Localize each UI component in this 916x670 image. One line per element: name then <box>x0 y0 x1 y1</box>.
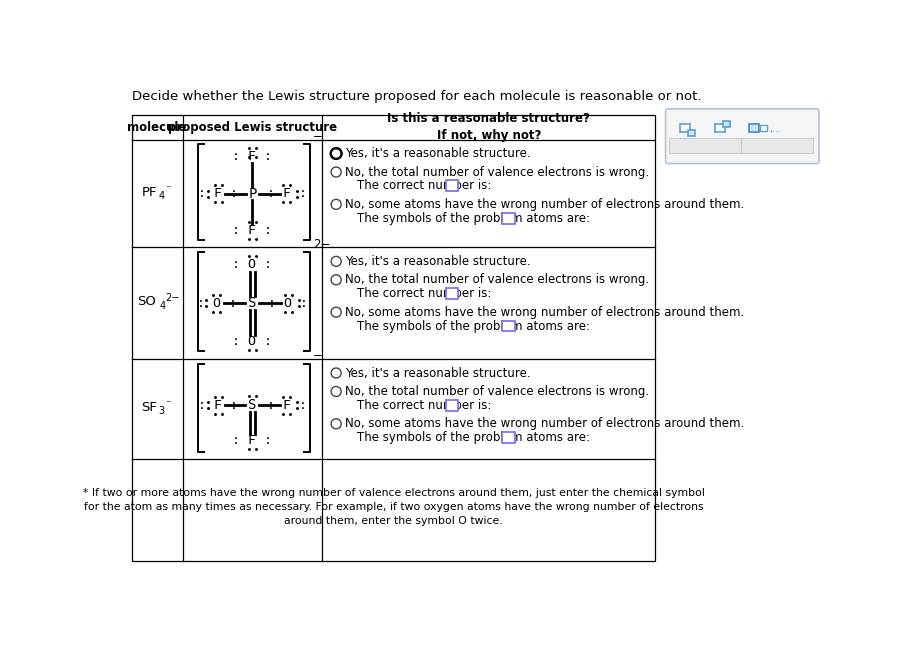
Text: : F :: : F : <box>233 224 272 237</box>
FancyBboxPatch shape <box>502 321 515 332</box>
Text: proposed Lewis structure: proposed Lewis structure <box>168 121 337 134</box>
Text: 2−: 2− <box>166 293 180 303</box>
Text: ⁻: ⁻ <box>165 399 170 409</box>
Text: Is this a reasonable structure?
If not, why not?: Is this a reasonable structure? If not, … <box>387 113 590 142</box>
Text: : F :: : F : <box>199 187 238 200</box>
Text: Yes, it's a reasonable structure.: Yes, it's a reasonable structure. <box>345 147 531 160</box>
FancyBboxPatch shape <box>688 130 695 136</box>
FancyBboxPatch shape <box>760 125 767 131</box>
Text: : F :: : F : <box>267 399 307 412</box>
Text: 2−: 2− <box>313 238 331 251</box>
Text: The correct number is:: The correct number is: <box>357 287 492 300</box>
Text: S: S <box>248 399 256 412</box>
Text: ↺: ↺ <box>770 137 784 155</box>
Circle shape <box>331 149 341 159</box>
Text: : F :: : F : <box>233 434 272 448</box>
Text: 3: 3 <box>158 407 165 417</box>
Text: No, the total number of valence electrons is wrong.: No, the total number of valence electron… <box>345 165 649 178</box>
Text: No, some atoms have the wrong number of electrons around them.: No, some atoms have the wrong number of … <box>345 198 745 211</box>
Text: ⁻: ⁻ <box>165 184 170 194</box>
Text: The symbols of the problem atoms are:: The symbols of the problem atoms are: <box>357 320 590 332</box>
Text: molecule: molecule <box>127 121 187 134</box>
Text: Yes, it's a reasonable structure.: Yes, it's a reasonable structure. <box>345 255 531 268</box>
Text: : F :: : F : <box>199 399 238 412</box>
FancyBboxPatch shape <box>715 124 725 133</box>
Text: S: S <box>248 296 256 310</box>
Text: PF: PF <box>142 186 158 198</box>
FancyBboxPatch shape <box>446 400 458 411</box>
Text: −: − <box>313 349 322 362</box>
Text: −: − <box>313 130 322 143</box>
Text: : O :: : O : <box>233 259 272 271</box>
FancyBboxPatch shape <box>502 432 515 443</box>
Text: ,...: ,... <box>769 125 781 134</box>
Text: No, the total number of valence electrons is wrong.: No, the total number of valence electron… <box>345 273 649 286</box>
Text: SO: SO <box>136 295 156 308</box>
Text: 4: 4 <box>159 301 166 311</box>
Circle shape <box>331 148 342 159</box>
Text: * If two or more atoms have the wrong number of valence electrons around them, j: * If two or more atoms have the wrong nu… <box>82 488 704 527</box>
Text: The correct number is:: The correct number is: <box>357 399 492 412</box>
FancyBboxPatch shape <box>446 180 458 191</box>
Text: : F :: : F : <box>233 150 272 163</box>
Text: No, some atoms have the wrong number of electrons around them.: No, some atoms have the wrong number of … <box>345 417 745 430</box>
FancyBboxPatch shape <box>749 124 758 133</box>
FancyBboxPatch shape <box>670 138 741 153</box>
Text: SF: SF <box>141 401 158 414</box>
Text: The correct number is:: The correct number is: <box>357 180 492 192</box>
Text: 4: 4 <box>158 191 165 201</box>
Text: ×: × <box>698 137 712 155</box>
Text: The symbols of the problem atoms are:: The symbols of the problem atoms are: <box>357 431 590 444</box>
Text: No, the total number of valence electrons is wrong.: No, the total number of valence electron… <box>345 385 649 398</box>
FancyBboxPatch shape <box>666 109 819 163</box>
FancyBboxPatch shape <box>681 124 691 133</box>
FancyBboxPatch shape <box>723 121 730 127</box>
Text: P: P <box>248 186 256 200</box>
FancyBboxPatch shape <box>446 288 458 299</box>
Text: Decide whether the Lewis structure proposed for each molecule is reasonable or n: Decide whether the Lewis structure propo… <box>132 90 701 103</box>
Text: : O :: : O : <box>233 335 272 348</box>
FancyBboxPatch shape <box>741 138 812 153</box>
Circle shape <box>333 150 340 157</box>
Text: The symbols of the problem atoms are:: The symbols of the problem atoms are: <box>357 212 590 224</box>
Text: No, some atoms have the wrong number of electrons around them.: No, some atoms have the wrong number of … <box>345 306 745 319</box>
FancyBboxPatch shape <box>502 213 515 224</box>
Text: : O :: : O : <box>268 297 308 310</box>
Text: : F :: : F : <box>267 187 307 200</box>
Text: Yes, it's a reasonable structure.: Yes, it's a reasonable structure. <box>345 366 531 379</box>
Circle shape <box>334 151 338 156</box>
Text: : O :: : O : <box>197 297 237 310</box>
